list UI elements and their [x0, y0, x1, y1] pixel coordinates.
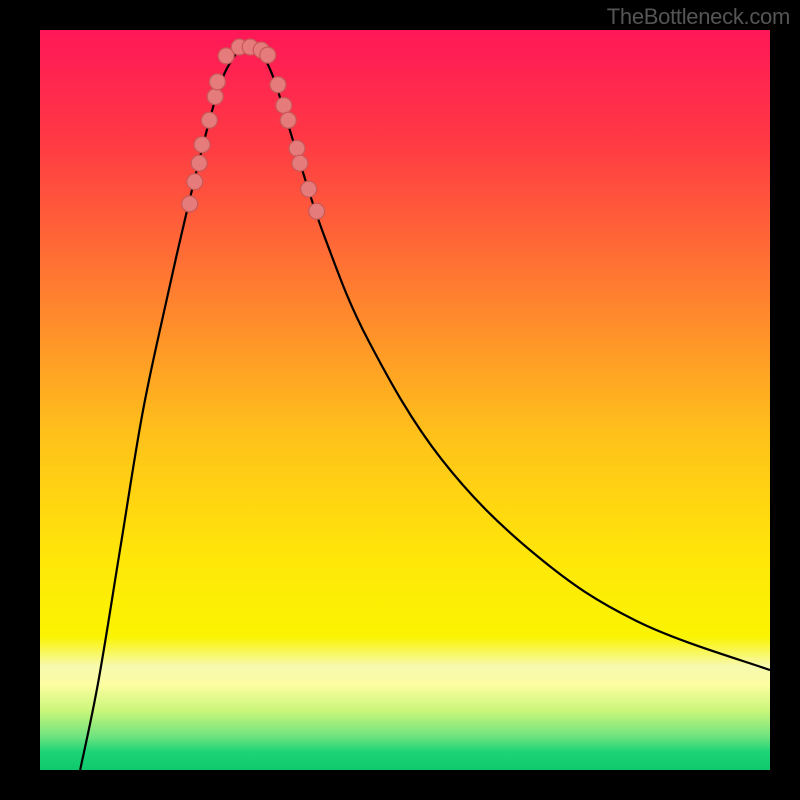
chart-container: TheBottleneck.com	[0, 0, 800, 800]
data-marker	[289, 140, 305, 156]
data-marker	[309, 203, 325, 219]
bottleneck-chart	[0, 0, 800, 800]
data-marker	[207, 89, 223, 105]
data-marker	[292, 155, 308, 171]
data-marker	[301, 181, 317, 197]
watermark-text: TheBottleneck.com	[607, 4, 790, 30]
data-marker	[260, 47, 276, 63]
data-marker	[201, 112, 217, 128]
data-marker	[194, 137, 210, 153]
data-marker	[280, 112, 296, 128]
plot-background-gradient	[40, 30, 770, 770]
data-marker	[276, 97, 292, 113]
data-marker	[191, 155, 207, 171]
data-marker	[187, 174, 203, 190]
data-marker	[209, 74, 225, 90]
data-marker	[270, 77, 286, 93]
data-marker	[182, 196, 198, 212]
